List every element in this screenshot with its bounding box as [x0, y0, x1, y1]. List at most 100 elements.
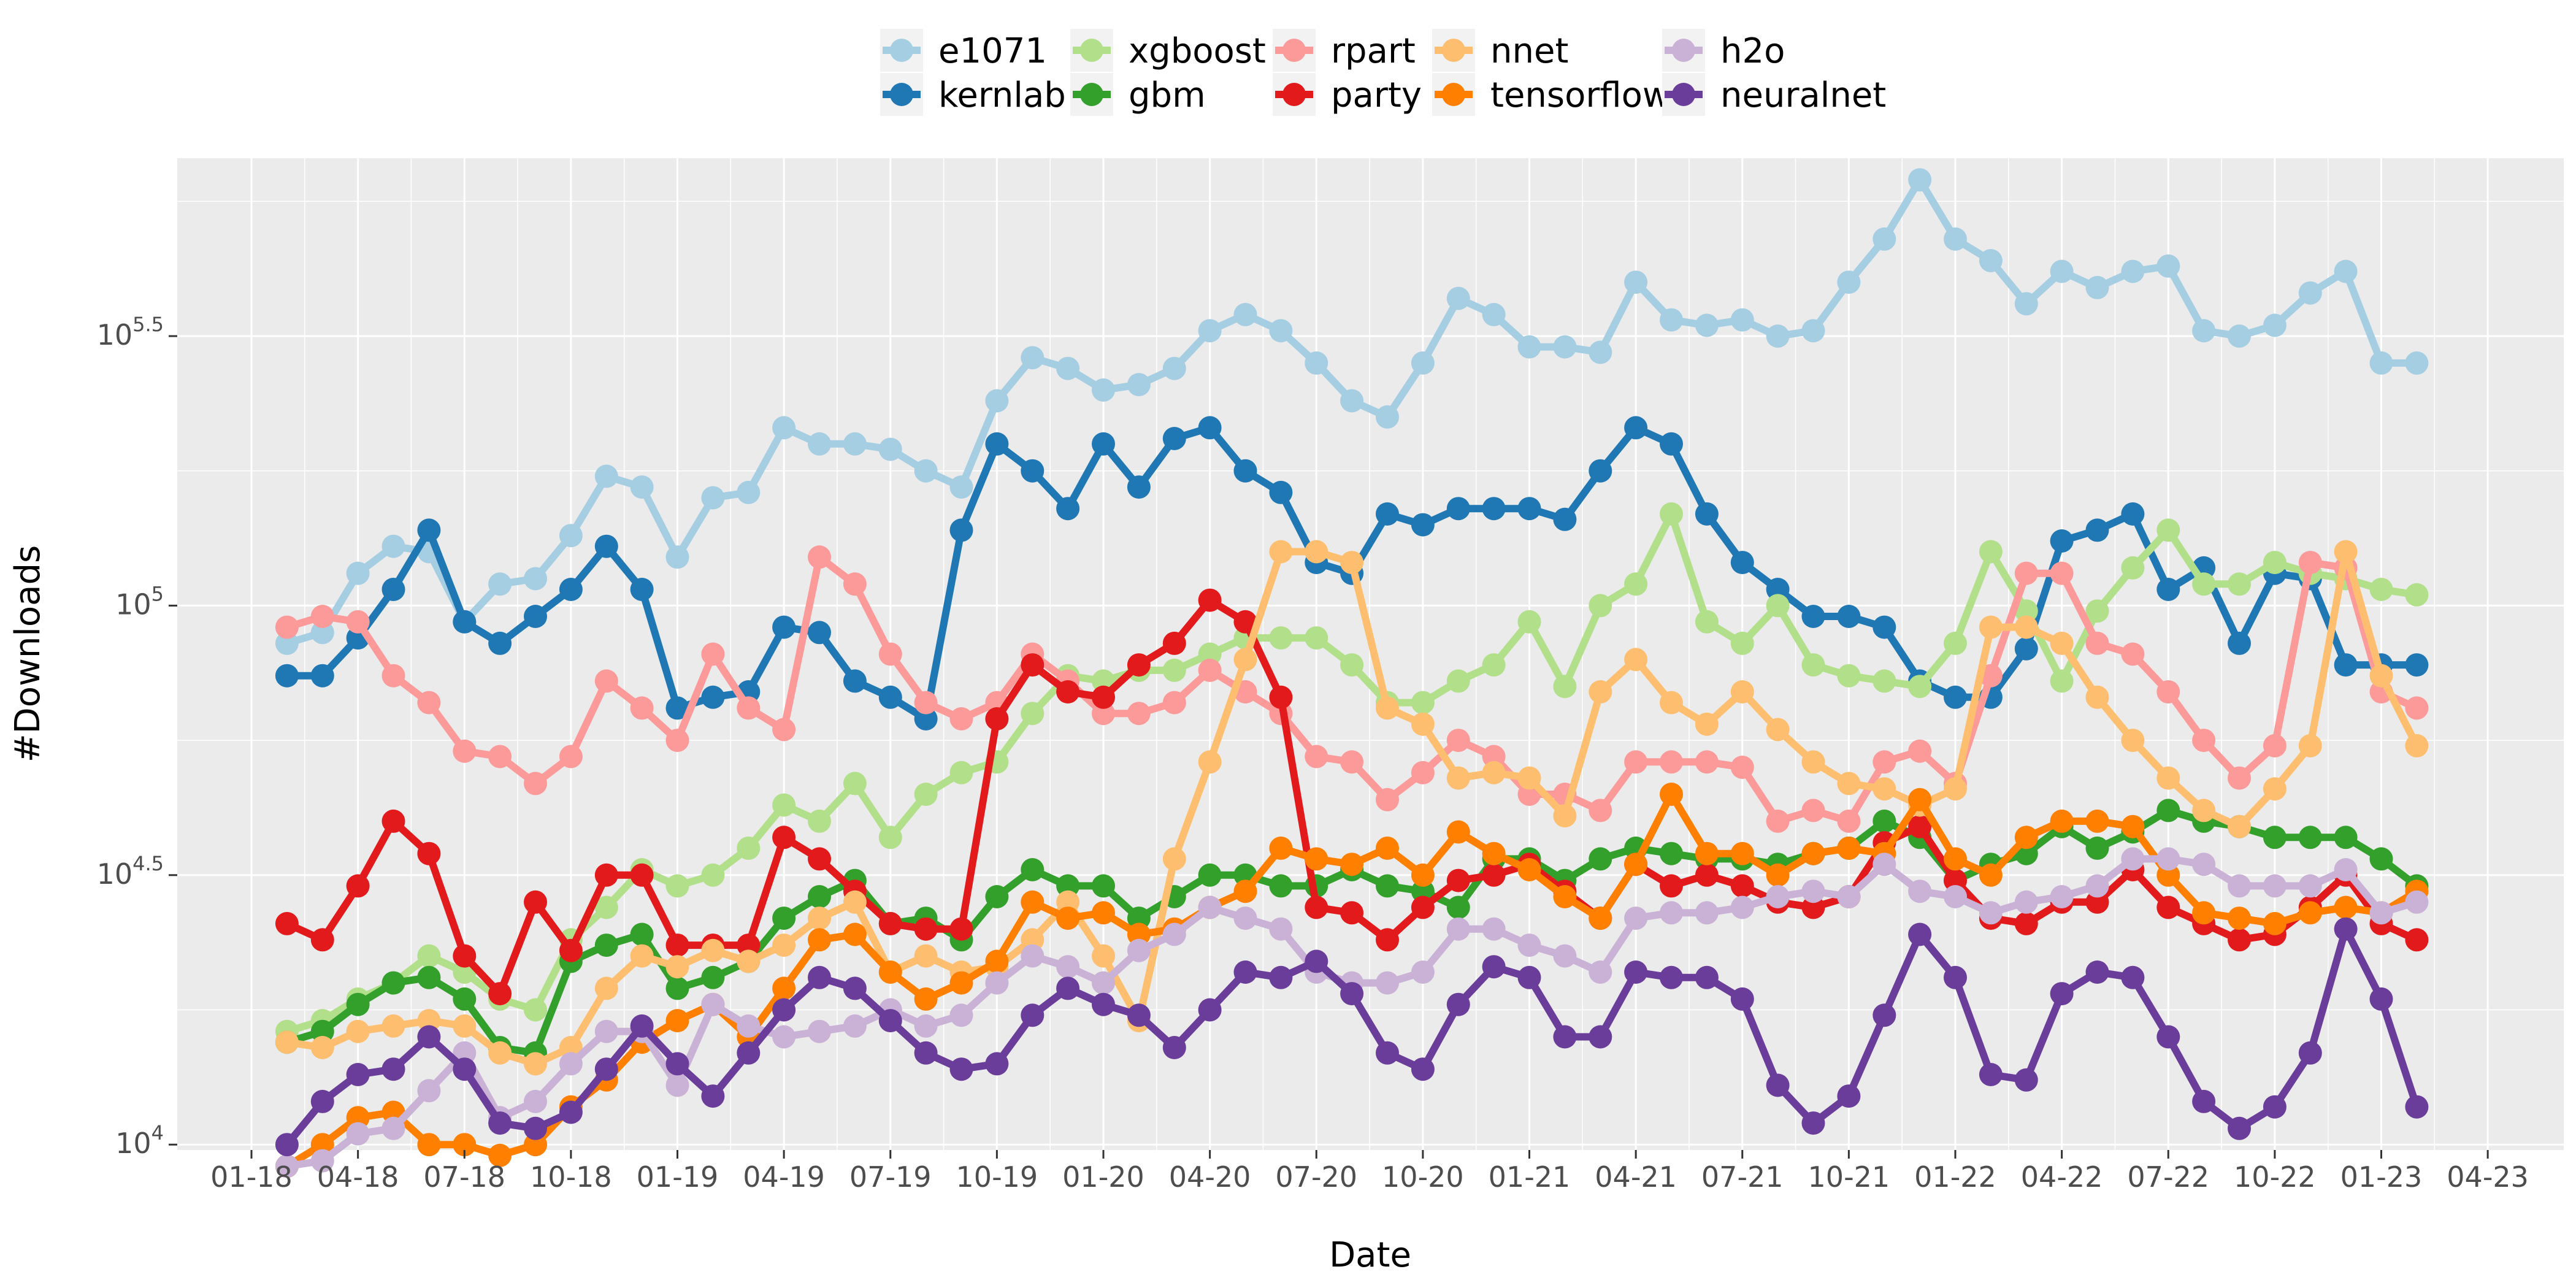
data-point-e1071	[1021, 346, 1045, 370]
data-point-party	[1162, 631, 1186, 655]
legend-key-point	[890, 83, 913, 106]
data-point-party	[808, 847, 831, 871]
data-point-h2o	[914, 1014, 938, 1038]
y-tick-label: 104.5	[97, 852, 164, 891]
data-point-gbm	[1198, 863, 1222, 887]
data-point-tensorflow	[1517, 858, 1541, 881]
data-point-tensorflow	[1553, 885, 1577, 908]
data-point-rpart	[1340, 750, 1364, 774]
data-point-e1071	[630, 475, 654, 499]
data-point-tensorflow	[1269, 836, 1293, 860]
data-point-h2o	[2334, 858, 2358, 881]
data-point-party	[1908, 815, 1932, 838]
legend-item-xgboost: xgboost	[1070, 29, 1266, 72]
data-point-rpart	[1376, 788, 1399, 811]
data-point-party	[559, 938, 583, 962]
data-point-nnet	[1482, 761, 1506, 784]
x-tick-label: 04-21	[1595, 1160, 1677, 1194]
data-point-nnet	[524, 1052, 547, 1076]
data-point-tensorflow	[488, 1143, 512, 1167]
x-tick-label: 01-23	[2340, 1160, 2423, 1194]
data-point-kernlab	[630, 578, 654, 601]
data-point-nnet	[2298, 734, 2322, 757]
data-point-nnet	[2263, 777, 2287, 801]
data-point-e1071	[2121, 259, 2145, 283]
data-point-xgboost	[1837, 664, 1861, 688]
data-point-e1071	[808, 432, 831, 456]
data-point-rpart	[1695, 750, 1719, 774]
data-point-rpart	[701, 642, 725, 666]
data-point-tensorflow	[2121, 815, 2145, 838]
data-point-neuralnet	[1127, 1003, 1151, 1027]
data-point-neuralnet	[1553, 1025, 1577, 1049]
data-point-party	[381, 809, 405, 833]
data-point-xgboost	[949, 761, 973, 784]
data-point-h2o	[1979, 901, 2003, 925]
series-xgboost	[275, 502, 2429, 1043]
data-point-h2o	[2228, 874, 2251, 898]
data-point-nnet	[1695, 712, 1719, 736]
data-point-e1071	[1624, 270, 1648, 294]
data-point-neuralnet	[1162, 1036, 1186, 1059]
data-point-h2o	[1589, 960, 1612, 984]
data-point-rpart	[2228, 766, 2251, 790]
data-point-rpart	[2085, 631, 2109, 655]
data-point-rpart	[594, 669, 618, 693]
data-point-kernlab	[1127, 475, 1151, 499]
data-point-e1071	[1092, 378, 1115, 402]
data-point-h2o	[1553, 944, 1577, 968]
data-point-h2o	[346, 1122, 370, 1146]
data-point-party	[949, 917, 973, 941]
data-point-h2o	[1411, 960, 1435, 984]
data-point-neuralnet	[2085, 960, 2109, 984]
data-point-nnet	[1233, 648, 1257, 672]
data-point-e1071	[2405, 351, 2429, 375]
data-point-tensorflow	[2156, 863, 2180, 887]
data-point-rpart	[524, 772, 547, 795]
data-point-rpart	[1801, 799, 1825, 822]
data-point-h2o	[1766, 885, 1790, 908]
data-point-nnet	[1873, 777, 1896, 801]
data-point-nnet	[737, 949, 761, 973]
data-point-nnet	[1944, 777, 1967, 801]
data-point-tensorflow	[665, 1009, 689, 1033]
data-point-kernlab	[453, 610, 477, 634]
data-point-tensorflow	[949, 971, 973, 995]
data-point-party	[914, 917, 938, 941]
data-point-gbm	[381, 971, 405, 995]
data-point-neuralnet	[1092, 992, 1115, 1016]
data-point-gbm	[453, 987, 477, 1011]
data-point-h2o	[985, 971, 1009, 995]
data-point-party	[1695, 863, 1719, 887]
data-point-nnet	[2050, 631, 2074, 655]
data-point-party	[1730, 874, 1754, 898]
data-point-h2o	[310, 1149, 334, 1173]
data-point-neuralnet	[2192, 1089, 2216, 1113]
data-point-h2o	[1233, 907, 1257, 930]
data-point-h2o	[1660, 901, 1683, 925]
data-point-neuralnet	[2121, 965, 2145, 989]
data-point-kernlab	[559, 578, 583, 601]
data-point-nnet	[808, 907, 831, 930]
data-point-gbm	[1446, 895, 1470, 919]
x-tick-label: 04-18	[317, 1160, 399, 1194]
data-point-h2o	[2192, 853, 2216, 876]
data-point-gbm	[2156, 799, 2180, 822]
data-point-h2o	[1944, 885, 1967, 908]
data-point-tensorflow	[310, 1133, 334, 1157]
data-point-kernlab	[1092, 432, 1115, 456]
legend-item-e1071: e1071	[880, 29, 1047, 72]
data-point-h2o	[381, 1116, 405, 1140]
data-point-tensorflow	[1624, 853, 1648, 876]
data-point-rpart	[843, 572, 867, 596]
legend-key-point	[1080, 83, 1103, 106]
data-point-party	[594, 863, 618, 887]
data-point-rpart	[453, 739, 477, 763]
data-point-h2o	[559, 1052, 583, 1076]
legend-label-nnet: nnet	[1490, 31, 1568, 71]
data-point-h2o	[1517, 933, 1541, 957]
data-point-kernlab	[1482, 497, 1506, 521]
data-point-xgboost	[1305, 626, 1328, 650]
